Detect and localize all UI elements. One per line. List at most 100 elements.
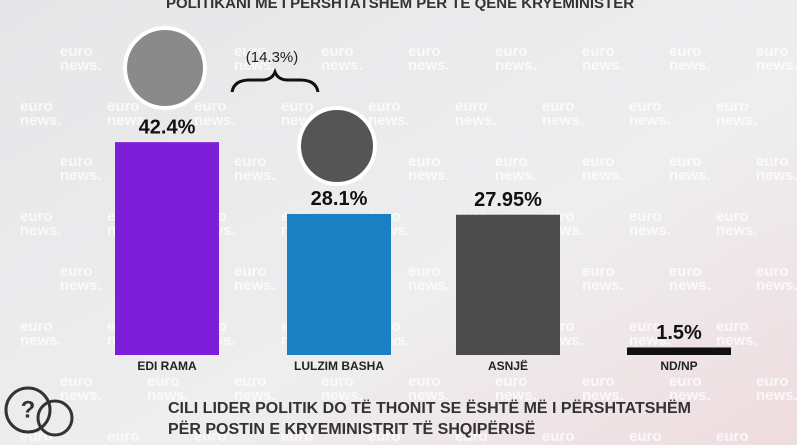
watermark: news. [716, 222, 758, 239]
bar [627, 347, 731, 355]
watermark: euro [542, 98, 575, 115]
watermark: news. [542, 112, 584, 129]
watermark: euro [629, 98, 662, 115]
watermark: euro [716, 428, 749, 445]
watermark: euro [20, 318, 53, 335]
watermark: euro [321, 43, 354, 60]
watermark: news. [60, 57, 102, 74]
watermark: news. [368, 112, 410, 129]
value-label: 28.1% [311, 188, 368, 210]
value-label: 42.4% [139, 116, 196, 138]
watermark: news. [321, 57, 363, 74]
watermark: news. [408, 57, 450, 74]
watermark: news. [234, 277, 276, 294]
watermark: news. [281, 442, 323, 445]
watermark: news. [582, 167, 624, 184]
watermarks: euronews.euronews.euronews.euronews.euro… [20, 43, 797, 445]
watermark: news. [194, 112, 236, 129]
watermark: euro [716, 318, 749, 335]
category-label: EDI RAMA [137, 359, 197, 373]
watermark: news. [629, 112, 671, 129]
value-label: 27.95% [474, 189, 542, 211]
watermark: news. [408, 387, 450, 404]
watermark: euro [194, 98, 227, 115]
watermark: news. [194, 442, 236, 445]
watermark: news. [408, 167, 450, 184]
watermark: euro [455, 428, 488, 445]
watermark: euro [408, 43, 441, 60]
watermark: euro [669, 263, 702, 280]
watermark: news. [756, 387, 797, 404]
category-label: ASNJË [488, 358, 528, 373]
watermark: news. [495, 57, 537, 74]
watermark: news. [60, 387, 102, 404]
watermark: euro [629, 208, 662, 225]
watermark: news. [629, 442, 671, 445]
value-label: 1.5% [656, 322, 702, 344]
watermark: news. [542, 442, 584, 445]
watermark: news. [60, 167, 102, 184]
question-icon: ? [4, 386, 74, 437]
watermark: euro [716, 208, 749, 225]
watermark: news. [495, 387, 537, 404]
watermark: euro [582, 373, 615, 390]
photo-rama [123, 26, 207, 110]
watermark: euro [234, 373, 267, 390]
watermark: news. [669, 387, 711, 404]
svg-text:?: ? [21, 396, 36, 423]
watermark: euro [60, 373, 93, 390]
bar [456, 214, 560, 355]
watermark: euro [582, 263, 615, 280]
watermark: news. [107, 442, 149, 445]
watermark: euro [234, 43, 267, 60]
watermark: euro [495, 153, 528, 170]
watermark: euro [629, 318, 662, 335]
watermark: news. [60, 277, 102, 294]
watermark: euro [147, 373, 180, 390]
photo-basha [297, 106, 377, 186]
watermark: euro [495, 373, 528, 390]
watermark: news. [756, 167, 797, 184]
watermark: news. [234, 57, 276, 74]
watermark: news. [107, 112, 149, 129]
watermark: euro [60, 43, 93, 60]
watermark: euro [281, 98, 314, 115]
watermark: euro [629, 428, 662, 445]
watermark: euro [368, 98, 401, 115]
question-line: CILI LIDER POLITIK DO TË THONIT SE ËSHTË… [168, 399, 691, 417]
watermark: euro [194, 428, 227, 445]
watermark: euro [582, 153, 615, 170]
watermark: news. [629, 332, 671, 349]
watermark: news. [716, 332, 758, 349]
watermark: euro [20, 208, 53, 225]
watermark: news. [321, 387, 363, 404]
category-label: ND/NP [660, 359, 697, 373]
watermark: euro [20, 98, 53, 115]
watermark: euro [669, 373, 702, 390]
watermark: news. [368, 442, 410, 445]
watermark: euro [408, 263, 441, 280]
watermark: news. [234, 387, 276, 404]
watermark: euro [455, 98, 488, 115]
watermark: news. [20, 332, 62, 349]
watermark: euro [321, 373, 354, 390]
watermark: euro [756, 263, 789, 280]
watermark: euro [495, 43, 528, 60]
watermark: news. [20, 112, 62, 129]
watermark: news. [582, 387, 624, 404]
watermark: euro [542, 428, 575, 445]
chart-title: POLITIKANI MË I PËRSHTATSHËM PËR TË QENË… [166, 0, 634, 12]
watermark: euro [107, 98, 140, 115]
watermark: euro [234, 153, 267, 170]
watermark: news. [669, 57, 711, 74]
watermark: news. [756, 277, 797, 294]
watermark: news. [582, 277, 624, 294]
bracket [230, 67, 320, 93]
watermark: news. [234, 167, 276, 184]
watermark: euro [716, 98, 749, 115]
watermark: news. [147, 387, 189, 404]
question-line: PËR POSTIN E KRYEMINISTRIT TË SHQIPËRISË [168, 420, 536, 438]
watermark: news. [629, 222, 671, 239]
watermark: news. [20, 222, 62, 239]
